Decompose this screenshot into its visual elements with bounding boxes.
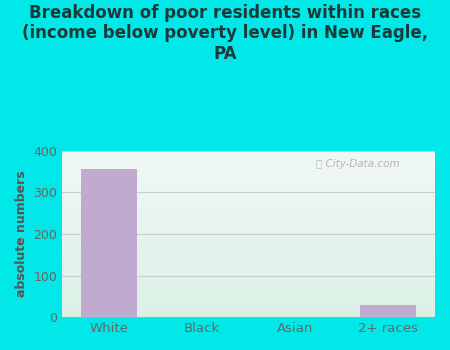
Y-axis label: absolute numbers: absolute numbers bbox=[15, 170, 28, 297]
Bar bbox=[360, 304, 416, 317]
Text: ⓘ City-Data.com: ⓘ City-Data.com bbox=[316, 159, 399, 169]
Text: Breakdown of poor residents within races
(income below poverty level) in New Eag: Breakdown of poor residents within races… bbox=[22, 4, 428, 63]
Bar bbox=[81, 169, 137, 317]
